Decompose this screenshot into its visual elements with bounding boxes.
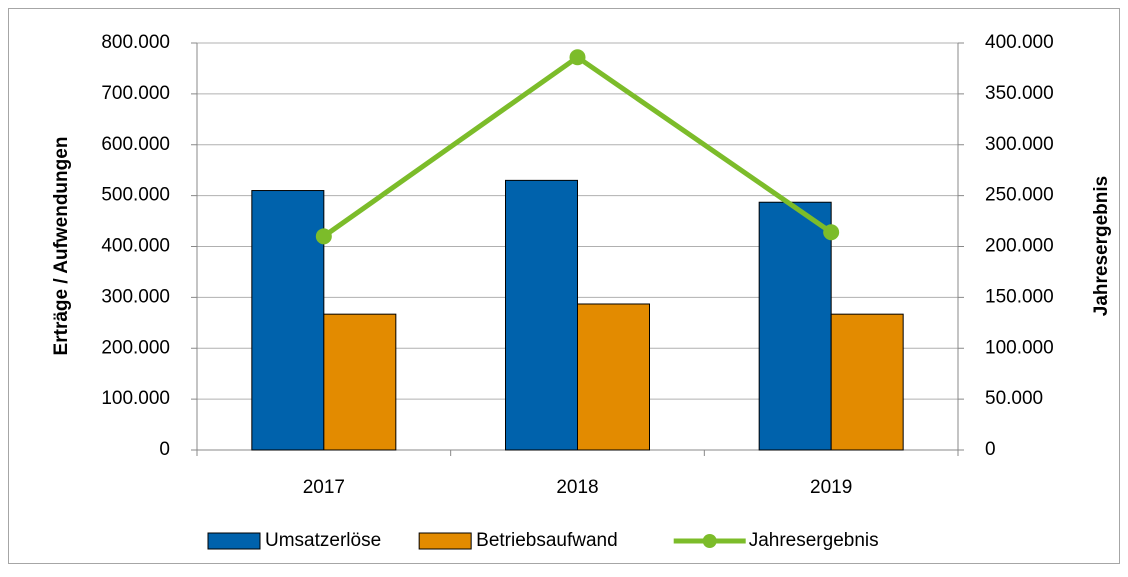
- bar: [323, 313, 397, 451]
- y-tick-label: 0: [159, 439, 170, 460]
- y-tick-label: 300.000: [101, 286, 170, 307]
- bar: [251, 190, 325, 451]
- line-marker: [823, 224, 840, 241]
- y-tick-label: 600.000: [101, 134, 170, 155]
- legend-label: Jahresergebnis: [749, 530, 879, 551]
- line-marker: [569, 49, 586, 66]
- y2-tick-label: 300.000: [985, 134, 1054, 155]
- bar: [505, 179, 578, 451]
- y2-tick-label: 100.000: [985, 337, 1054, 358]
- bar: [830, 313, 904, 451]
- legend-label: Umsatzerlöse: [265, 530, 381, 551]
- y-tick-label: 200.000: [101, 337, 170, 358]
- bar: [758, 201, 832, 451]
- y2-tick-label: 250.000: [985, 185, 1054, 206]
- x-tick-label: 2019: [810, 477, 852, 498]
- y2-tick-label: 0: [985, 439, 996, 460]
- y-tick-label: 500.000: [101, 185, 170, 206]
- legend-swatch: [207, 532, 261, 550]
- y2-tick-label: 200.000: [985, 236, 1054, 257]
- y2-tick-label: 350.000: [985, 83, 1054, 104]
- y2-tick-label: 150.000: [985, 286, 1054, 307]
- y-axis-label: Erträge / Aufwendungen: [51, 137, 72, 356]
- legend-swatch: [418, 532, 472, 550]
- y2-tick-label: 50.000: [985, 388, 1043, 409]
- y-tick-label: 100.000: [101, 388, 170, 409]
- y-tick-label: 400.000: [101, 236, 170, 257]
- legend-label: Betriebsaufwand: [476, 530, 618, 551]
- bar: [577, 303, 650, 451]
- y2-tick-label: 400.000: [985, 32, 1054, 53]
- y2-axis-label: Jahresergebnis: [1091, 176, 1112, 316]
- y-tick-label: 700.000: [101, 83, 170, 104]
- line-marker: [315, 228, 332, 245]
- legend-swatch-marker: [702, 534, 717, 548]
- x-tick-label: 2017: [303, 477, 345, 498]
- x-tick-label: 2018: [556, 477, 598, 498]
- y-tick-label: 800.000: [101, 32, 170, 53]
